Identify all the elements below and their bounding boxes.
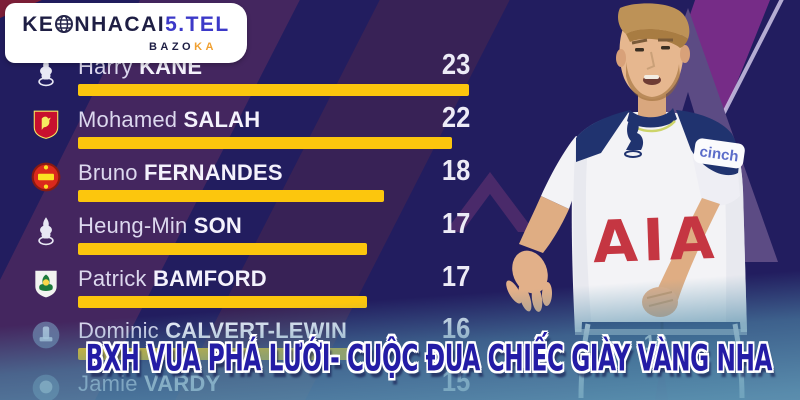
tottenham-crest-icon [38,217,54,246]
goal-count: 23 [441,49,470,81]
title-banner: BXH VUA PHÁ LƯỚI- CUỘC ĐUA CHIẾC GIÀY VÀ… [0,337,800,380]
player-name: Mohamed SALAH [78,107,261,132]
chest-sponsor-text: AIA [592,204,721,276]
leeds-united-crest-icon [35,270,57,298]
site-logo-subtext: BAZOKA [148,41,217,53]
manchester-united-crest-icon [31,162,61,192]
leaderboard-row: Bruno FERNANDES 18 [30,155,470,206]
banner-text: BXH VUA PHÁ LƯỚI- CUỘC ĐUA CHIẾC GIÀY VÀ… [85,336,773,380]
liverpool-crest-icon [33,110,59,139]
globe-icon [55,15,74,33]
goal-count: 17 [441,261,470,293]
goal-bar [78,190,384,202]
goal-count: 18 [441,155,470,187]
player-name: Bruno FERNANDES [78,160,283,185]
leaderboard-row: Patrick BAMFORD 17 [30,261,470,312]
goal-bar [78,296,367,308]
site-logo-text: KE NHACAI5.TEL [22,13,230,36]
goal-count: 22 [441,102,470,134]
leaderboard-row: Heung-Min SON 17 [30,208,470,259]
goal-bar [78,137,452,149]
leaderboard-row: Mohamed SALAH 22 [30,102,470,153]
goal-bar [78,84,469,96]
player-name: Heung-Min SON [78,213,242,238]
site-logo-card[interactable]: KE NHACAI5.TEL BAZOKA [5,3,247,63]
goal-count: 17 [441,208,470,240]
leicester-city-crest-icon [32,374,60,400]
player-name: Patrick BAMFORD [78,266,267,291]
goal-bar [78,243,367,255]
